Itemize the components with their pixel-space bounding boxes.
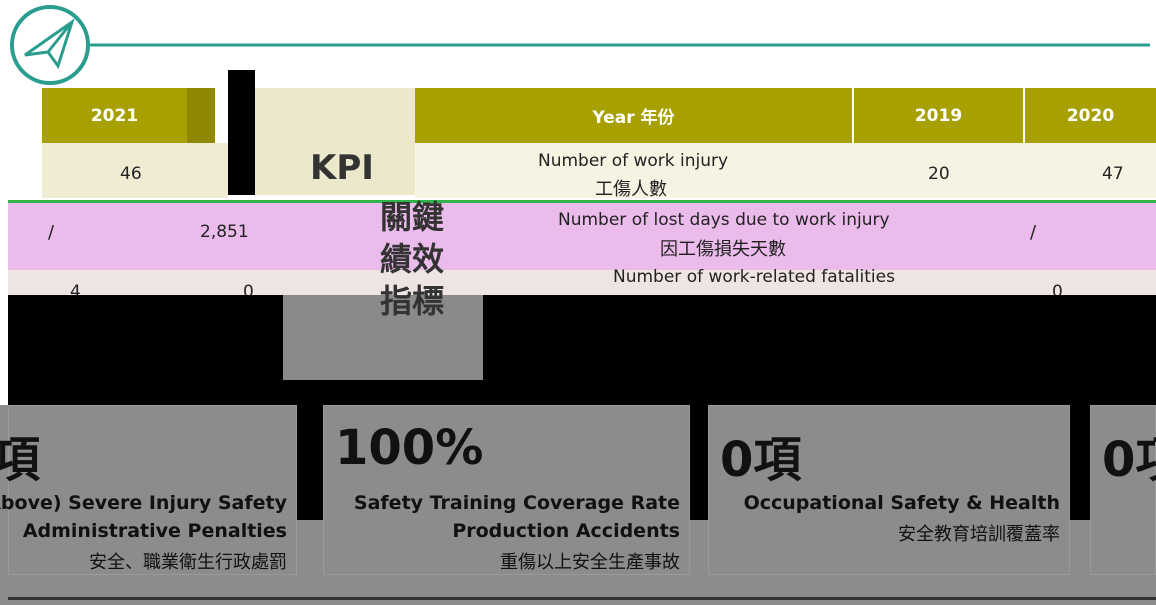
kpi-label: KPI (310, 148, 374, 188)
header-cell: 2019 (852, 88, 1023, 143)
cell-text: 因工傷損失天數 (660, 239, 786, 260)
panel (8, 405, 297, 575)
panel (323, 405, 690, 575)
kpi-chinese-line: 指標 (380, 282, 445, 320)
panel-text: 安全教育培訓覆蓋率 (898, 524, 1060, 545)
cell-text: / (1030, 222, 1037, 243)
cell-text: 47 (1102, 164, 1124, 184)
row (42, 143, 228, 198)
header-cell: Year 年份 (415, 88, 852, 143)
icon (10, 5, 90, 85)
cell-text: 46 (120, 164, 142, 184)
panel-text: 重傷以上安全生產事故 (500, 552, 680, 573)
artifact (228, 70, 255, 195)
cell-text: 0 (243, 282, 254, 302)
row (8, 200, 1156, 270)
paper-plane (24, 18, 75, 70)
cell-text: Number of work-related fatalities (613, 267, 895, 287)
kpi-cell (255, 88, 415, 195)
panel-text: Occupational Safety & Health (743, 492, 1060, 514)
panel-text: Safety Training Coverage Rate (353, 492, 680, 514)
panel-value: 0項 (720, 432, 802, 488)
divider (690, 405, 708, 520)
cell-text: 20 (928, 164, 950, 184)
row (415, 143, 1156, 198)
panel-value: 0項 (1102, 432, 1156, 488)
panel-value: 100% (335, 420, 484, 476)
panel-text: 安全、職業衛生行政處罰 (89, 552, 287, 573)
kpi-chinese-line: 績效 (380, 240, 445, 278)
panel-text: (Above) Severe Injury Safety (0, 492, 287, 514)
kpi-chinese-line: 關鍵 (380, 198, 445, 236)
cell-text: Number of lost days due to work injury (558, 210, 890, 230)
artifact (283, 295, 483, 380)
panel-text: Administrative Penalties (22, 520, 287, 542)
panel-value: 項 (0, 432, 41, 488)
header-cell: 2021 (42, 88, 187, 143)
cell-text: 工傷人數 (595, 179, 667, 200)
cell-text: 0 (1052, 282, 1063, 302)
cell-text: 4 (70, 282, 81, 302)
cell-text: Number of work injury (538, 151, 729, 171)
divider (297, 405, 323, 520)
cell (187, 88, 215, 143)
artifact (8, 295, 1156, 405)
row (8, 270, 1156, 295)
cell-text: 2,851 (200, 222, 249, 242)
panel-text: Production Accidents (452, 520, 680, 542)
header-cell: 2020 (1023, 88, 1156, 143)
divider (1070, 405, 1090, 520)
header-decoration (10, 5, 1150, 85)
cell-text: / (48, 222, 55, 243)
panel (708, 405, 1070, 575)
rule (8, 597, 1156, 600)
panels-bg (0, 405, 1156, 605)
